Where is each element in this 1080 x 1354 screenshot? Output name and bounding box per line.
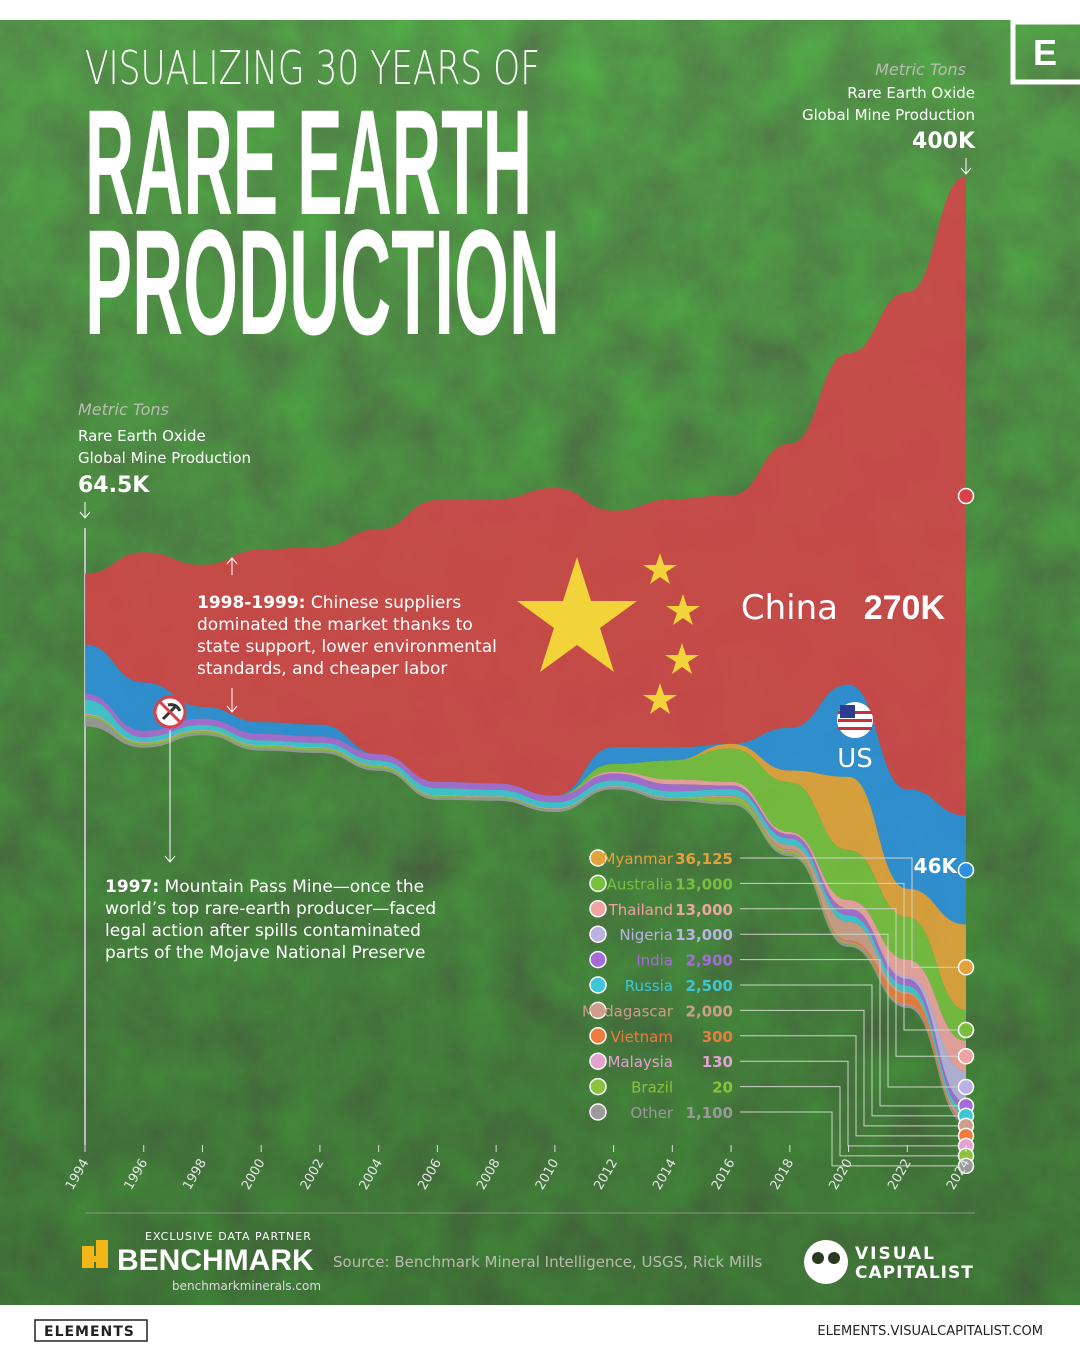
legend-label: Brazil — [631, 1079, 673, 1097]
china-flag — [517, 553, 700, 714]
area — [85, 693, 966, 1072]
value-label: 20 — [712, 1079, 733, 1097]
area — [85, 176, 966, 816]
flag-icon — [589, 950, 607, 969]
annotation-label: 1998-1999: — [197, 593, 306, 613]
value-label: 2,500 — [686, 977, 733, 995]
series-label: China — [741, 588, 838, 628]
arrow — [226, 688, 238, 713]
arrow — [79, 502, 91, 519]
value-label: 1,100 — [686, 1104, 733, 1122]
legend-label: Myanmar — [603, 850, 674, 868]
legend-label: Nigeria — [619, 926, 673, 944]
flag-icon — [589, 874, 607, 893]
partner-name: BENCHMARK — [117, 1244, 314, 1277]
end-dot — [957, 1078, 975, 1096]
leader-line — [740, 857, 966, 968]
leader-line — [740, 908, 966, 1057]
leader-line — [740, 1111, 966, 1167]
us-flag — [837, 702, 873, 738]
flag-icon — [589, 900, 607, 918]
annotation-label: 1997: — [105, 877, 160, 897]
leader-line — [740, 1035, 966, 1137]
area — [85, 693, 966, 1041]
annotation-text: Mountain Pass Mine—once the world’s top … — [105, 877, 437, 963]
legend-label: Other — [630, 1104, 673, 1122]
legend-label: India — [636, 952, 673, 970]
value-label: 13,000 — [675, 875, 733, 893]
legend-label: Vietnam — [610, 1028, 673, 1046]
brand: CAPITALIST — [855, 1263, 974, 1283]
annotation-text: Chinese suppliers dominated the market t… — [197, 593, 497, 679]
flag-icon — [589, 849, 607, 867]
end-dot — [957, 959, 975, 976]
header-label: Global Mine Production — [78, 449, 251, 467]
annotation: 1997: Mountain Pass Mine—once the world’… — [105, 876, 450, 964]
brand-logo — [804, 1240, 848, 1284]
value-label: 130 — [702, 1053, 733, 1071]
flag-icon — [589, 976, 607, 994]
total-label: 400K — [912, 129, 976, 154]
leader-line — [740, 1009, 966, 1127]
legend-label: Australia — [607, 875, 673, 893]
leader-line — [740, 1086, 966, 1157]
arrow — [960, 158, 972, 175]
end-dot — [957, 1047, 975, 1065]
logo-box — [1010, 19, 1080, 85]
value-label: 270K — [864, 589, 946, 627]
value-label: 300 — [702, 1028, 733, 1046]
header-label: Rare Earth Oxide — [847, 84, 975, 102]
source: Source: Benchmark Mineral Intelligence, … — [333, 1253, 762, 1271]
value-label: 2,900 — [686, 952, 733, 970]
arrow — [226, 557, 238, 575]
end-dot — [957, 487, 975, 505]
legend-label: Russia — [625, 977, 673, 995]
flag-icon — [589, 1052, 607, 1070]
end-dot — [957, 1021, 975, 1039]
value-label: 13,000 — [675, 926, 733, 944]
end-dot — [957, 1157, 975, 1175]
leader-line — [740, 933, 966, 1088]
flag-icon — [589, 1001, 607, 1020]
value-label: 13,000 — [675, 901, 733, 919]
partner-url: benchmarkminerals.com — [172, 1279, 321, 1293]
brand: VISUAL — [855, 1244, 936, 1264]
title: RARE EARTH — [85, 78, 532, 246]
legend-label: Thailand — [608, 901, 673, 919]
header-label: Global Mine Production — [802, 106, 975, 124]
legend-label: Madagascar — [582, 1002, 674, 1020]
value-label: 2,000 — [686, 1002, 733, 1020]
annotation: 1998-1999: Chinese suppliers dominated t… — [197, 592, 512, 680]
footer-url: ELEMENTS.VISUALCAPITALIST.COM — [817, 1324, 1043, 1339]
flag-icon — [589, 1103, 607, 1121]
footer-box — [34, 1319, 148, 1342]
title-top: VISUALIZING 30 YEARS OF — [85, 41, 540, 95]
arrow — [164, 730, 176, 863]
partner-caption: EXCLUSIVE DATA PARTNER — [145, 1230, 312, 1243]
footer-brand: ELEMENTS — [44, 1324, 135, 1340]
unit-label: Metric Tons — [875, 60, 966, 79]
leader-line — [740, 984, 966, 1117]
leader-line — [740, 882, 966, 1031]
flag-icon — [589, 925, 607, 943]
value-label: 36,125 — [675, 850, 733, 868]
logo: E — [1033, 32, 1057, 73]
value-label: 46K — [914, 854, 959, 878]
partner-logo — [82, 1240, 108, 1268]
header-label: Rare Earth Oxide — [78, 427, 206, 445]
unit-label: Metric Tons — [78, 400, 169, 419]
flag-icon — [589, 1027, 607, 1045]
flag-icon — [589, 1077, 607, 1096]
leader-line — [740, 959, 966, 1107]
series-label: US — [837, 744, 873, 774]
end-dot — [957, 861, 975, 879]
legend-label: Malaysia — [607, 1053, 673, 1071]
title: PRODUCTION — [85, 198, 560, 366]
no-mining-icon — [153, 695, 187, 729]
total-label: 64.5K — [78, 473, 150, 498]
